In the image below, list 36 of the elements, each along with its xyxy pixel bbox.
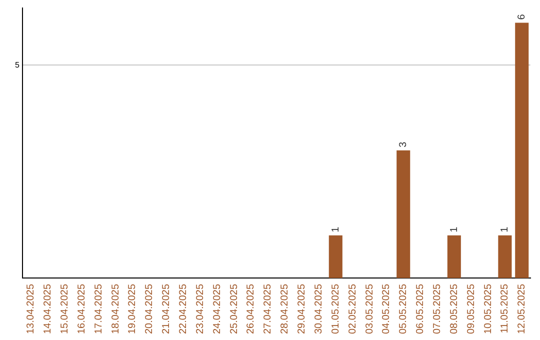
x-tick-label: 09.05.2025 <box>466 284 477 334</box>
x-tick-label: 22.04.2025 <box>178 284 190 334</box>
x-tick-label: 04.05.2025 <box>381 284 392 334</box>
x-tick-label: 02.05.2025 <box>347 284 358 334</box>
x-tick-label: 18.04.2025 <box>110 284 122 334</box>
y-tick-label: 5 <box>14 60 20 70</box>
x-tick-label: 17.04.2025 <box>93 284 104 334</box>
x-tick-label: 15.04.2025 <box>60 284 71 334</box>
x-tick-label: 23.04.2025 <box>194 284 206 334</box>
x-tick-label: 29.04.2025 <box>296 284 308 334</box>
x-tick-label: 27.04.2025 <box>262 284 274 334</box>
x-tick-label: 21.04.2025 <box>161 284 172 334</box>
x-tick-label: 03.05.2025 <box>364 284 376 334</box>
data-label: 1 <box>448 226 460 232</box>
data-label: 3 <box>398 141 410 148</box>
x-tick-label: 01.05.2025 <box>330 284 342 334</box>
x-tick-label: 20.04.2025 <box>144 284 156 334</box>
data-label: 6 <box>516 14 528 20</box>
x-tick-label: 25.04.2025 <box>228 284 240 334</box>
x-tick-label: 11.05.2025 <box>500 284 511 334</box>
x-tick-label: 06.05.2025 <box>415 284 426 334</box>
x-tick-label: 14.04.2025 <box>42 284 54 334</box>
x-tick-label: 12.05.2025 <box>516 284 528 334</box>
x-tick-label: 26.04.2025 <box>246 284 257 334</box>
x-tick-label: 10.05.2025 <box>482 284 494 334</box>
x-tick-label: 07.05.2025 <box>432 284 443 334</box>
x-tick-label: 16.04.2025 <box>76 284 88 334</box>
data-label: 1 <box>330 226 342 232</box>
x-tick-label: 24.04.2025 <box>212 284 223 334</box>
data-label: 1 <box>500 226 511 232</box>
x-tick-label: 19.04.2025 <box>127 284 138 334</box>
x-tick-label: 13.04.2025 <box>26 284 37 334</box>
x-tick-label: 05.05.2025 <box>398 284 410 334</box>
x-tick-label: 28.04.2025 <box>280 284 291 334</box>
x-tick-label: 08.05.2025 <box>448 284 460 334</box>
x-tick-label: 30.04.2025 <box>313 284 324 334</box>
